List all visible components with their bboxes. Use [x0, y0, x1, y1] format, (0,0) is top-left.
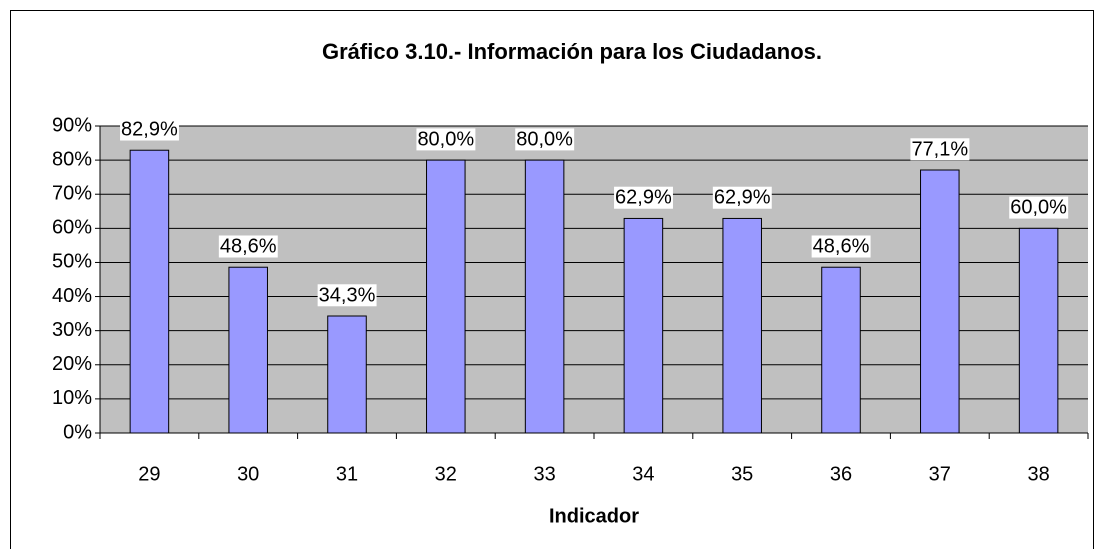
x-tick-label: 30 [237, 463, 259, 485]
value-label-bg [1009, 196, 1069, 219]
bar [129, 149, 170, 434]
y-tick-label: 50% [52, 251, 92, 273]
x-tick-label: 37 [929, 463, 951, 485]
value-label-bg [416, 128, 476, 151]
x-tick-label: 38 [1027, 463, 1049, 485]
x-tick-label: 34 [632, 463, 654, 485]
value-label-bg [811, 235, 871, 258]
x-tick-label: 31 [336, 463, 358, 485]
x-tick-label: 36 [830, 463, 852, 485]
bar [920, 169, 960, 434]
y-tick-label: 10% [52, 387, 92, 409]
chart-title: Gráfico 3.10.- Información para los Ciud… [322, 39, 822, 64]
y-tick-label: 90% [52, 114, 92, 136]
value-label-bg [712, 186, 772, 209]
value-label: 77,1% [911, 138, 968, 160]
bar [426, 159, 466, 434]
value-label-bg [614, 186, 673, 209]
value-label-bg [515, 128, 575, 151]
value-label: 48,6% [220, 236, 277, 258]
bar [327, 315, 367, 434]
y-tick-label: 20% [52, 353, 92, 375]
bar [623, 217, 664, 434]
value-label-bg [910, 138, 970, 161]
value-label-bg [317, 284, 377, 307]
value-label: 62,9% [714, 187, 771, 209]
y-tick-label: 60% [52, 217, 92, 239]
y-tick-label: 30% [52, 319, 92, 341]
bar [821, 266, 861, 434]
x-tick-label: 35 [731, 463, 753, 485]
value-label: 34,3% [319, 284, 376, 306]
y-tick-label: 70% [52, 183, 92, 205]
value-label: 60,0% [1010, 197, 1067, 219]
value-label: 62,9% [615, 187, 672, 209]
y-tick-label: 80% [52, 148, 92, 170]
value-label: 82,9% [121, 119, 178, 141]
y-tick-label: 0% [63, 421, 92, 443]
value-label: 48,6% [813, 236, 870, 258]
value-label: 80,0% [417, 128, 474, 150]
value-label: 80,0% [516, 128, 573, 150]
y-tick-label: 40% [52, 285, 92, 307]
bar [1018, 227, 1059, 434]
x-tick-label: 33 [533, 463, 555, 485]
value-label-bg [120, 118, 179, 141]
x-tick-label: 32 [435, 463, 457, 485]
x-tick-label: 29 [138, 463, 160, 485]
bar [722, 217, 762, 434]
x-axis-title: Indicador [549, 505, 639, 527]
value-label-bg [218, 235, 278, 258]
bar [228, 266, 268, 434]
bar [524, 159, 565, 434]
